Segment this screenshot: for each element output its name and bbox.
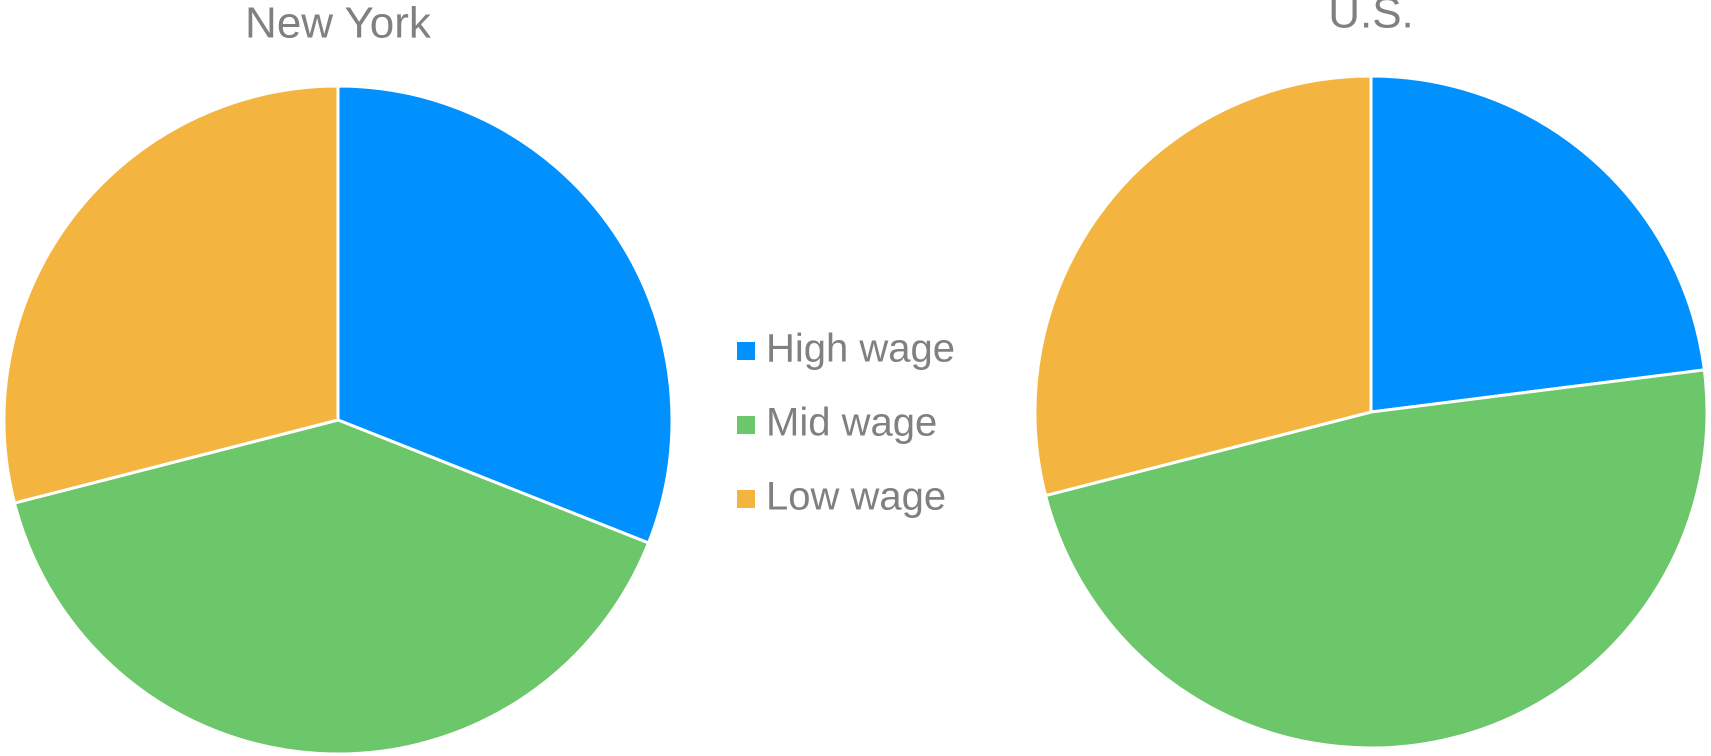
- chart-title: U.S.: [1328, 0, 1414, 38]
- chart-title: New York: [245, 0, 432, 48]
- legend-label: Low wage: [766, 475, 946, 519]
- legend-label: Mid wage: [766, 401, 937, 445]
- pie-slice: [1033, 74, 1373, 498]
- legend-swatch: [737, 490, 755, 508]
- legend-label: High wage: [766, 327, 955, 371]
- pie-slice: [12, 418, 651, 756]
- pie-slice: [336, 84, 674, 545]
- pie-slice: [1369, 74, 1707, 414]
- legend-swatch: [737, 342, 755, 360]
- pie-slice: [2, 84, 340, 505]
- pie-slice: [1043, 368, 1709, 750]
- legend-swatch: [737, 416, 755, 434]
